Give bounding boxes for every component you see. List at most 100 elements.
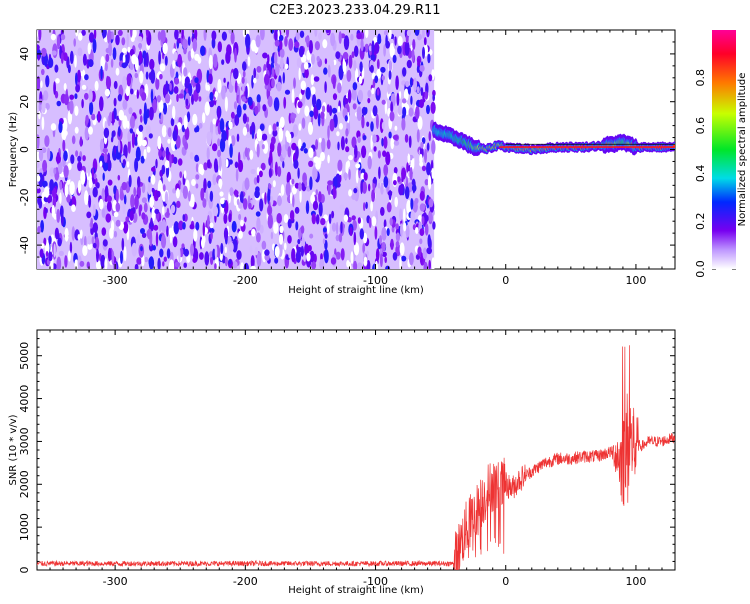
noise-blob	[299, 188, 302, 203]
noise-blob	[41, 68, 45, 76]
noise-blob	[395, 223, 399, 231]
noise-blob	[40, 220, 44, 233]
snr-y-tick-label: 2000	[18, 470, 31, 498]
noise-blob	[404, 186, 410, 200]
noise-blob	[253, 177, 258, 185]
noise-blob	[326, 104, 330, 113]
noise-blob	[113, 230, 118, 238]
noise-blob	[330, 59, 335, 70]
noise-blob	[432, 221, 436, 230]
noise-blob	[255, 73, 259, 80]
noise-blob	[165, 146, 170, 156]
noise-blob	[271, 78, 275, 88]
noise-blob	[51, 50, 57, 56]
noise-blob	[260, 30, 265, 41]
noise-blob	[394, 36, 397, 46]
noise-blob	[268, 200, 271, 215]
noise-blob	[128, 107, 133, 115]
noise-blob	[356, 32, 362, 40]
noise-blob	[338, 31, 342, 44]
noise-blob	[397, 105, 402, 116]
noise-blob	[345, 128, 349, 137]
noise-blob	[82, 155, 86, 162]
noise-blob	[115, 202, 121, 212]
noise-blob	[248, 202, 252, 210]
noise-blob	[52, 196, 57, 208]
noise-blob	[331, 210, 335, 219]
noise-blob	[121, 181, 128, 191]
noise-blob	[242, 82, 245, 93]
noise-blob	[262, 140, 269, 154]
noise-blob	[214, 245, 218, 260]
noise-blob	[42, 180, 48, 188]
noise-blob	[198, 96, 202, 102]
noise-blob	[123, 126, 128, 139]
noise-blob	[111, 250, 115, 265]
noise-blob	[225, 50, 231, 64]
noise-blob	[431, 167, 435, 179]
noise-blob	[228, 121, 233, 130]
noise-blob	[88, 89, 93, 103]
noise-blob	[398, 91, 402, 99]
noise-blob	[221, 85, 226, 100]
noise-blob	[175, 188, 180, 199]
noise-blob	[293, 159, 299, 169]
noise-blob	[244, 177, 250, 191]
noise-blob	[165, 83, 170, 92]
noise-blob	[158, 99, 164, 112]
noise-blob	[383, 44, 386, 57]
noise-blob	[157, 135, 162, 150]
noise-blob	[84, 74, 89, 81]
noise-blob	[407, 153, 411, 164]
noise-blob	[91, 167, 95, 179]
noise-blob	[375, 114, 379, 129]
noise-blob	[57, 237, 62, 247]
noise-blob	[37, 175, 41, 182]
noise-blob	[44, 135, 50, 148]
noise-blob	[168, 259, 175, 269]
noise-blob	[217, 106, 221, 121]
snr-y-tick-label: 1000	[18, 513, 31, 541]
noise-blob	[221, 31, 227, 41]
noise-blob	[377, 182, 381, 189]
noise-blob	[352, 82, 358, 91]
noise-blob	[392, 134, 399, 141]
noise-blob	[420, 252, 423, 266]
noise-blob	[315, 189, 318, 196]
noise-blob	[356, 106, 362, 121]
noise-blob	[377, 150, 381, 159]
noise-blob	[295, 31, 300, 41]
noise-blob	[217, 138, 221, 147]
noise-blob	[422, 247, 428, 260]
noise-blob	[194, 154, 199, 162]
noise-blob	[345, 146, 350, 153]
noise-blob	[188, 83, 193, 97]
snr-y-tick-label: 0	[18, 567, 31, 574]
noise-blob	[190, 48, 195, 59]
noise-blob	[363, 232, 368, 244]
noise-blob	[203, 30, 207, 41]
noise-blob	[174, 261, 181, 268]
noise-blob	[91, 113, 96, 121]
noise-blob	[151, 166, 156, 172]
noise-blob	[307, 121, 314, 135]
noise-blob	[219, 191, 224, 197]
noise-blob	[297, 101, 303, 109]
noise-blob	[311, 53, 315, 65]
noise-blob	[59, 192, 62, 204]
noise-blob	[217, 79, 222, 94]
noise-blob	[259, 198, 264, 212]
noise-blob	[327, 154, 330, 164]
noise-blob	[172, 236, 178, 248]
noise-blob	[45, 208, 48, 214]
snr-y-axis-label: SNR (10 * v/v)	[8, 414, 19, 485]
noise-blob	[360, 180, 363, 195]
noise-blob	[351, 215, 356, 221]
noise-blob	[403, 208, 406, 223]
noise-blob	[362, 135, 367, 141]
noise-blob	[150, 88, 154, 104]
noise-blob	[298, 182, 302, 192]
noise-blob	[426, 162, 431, 176]
noise-blob	[101, 227, 107, 236]
